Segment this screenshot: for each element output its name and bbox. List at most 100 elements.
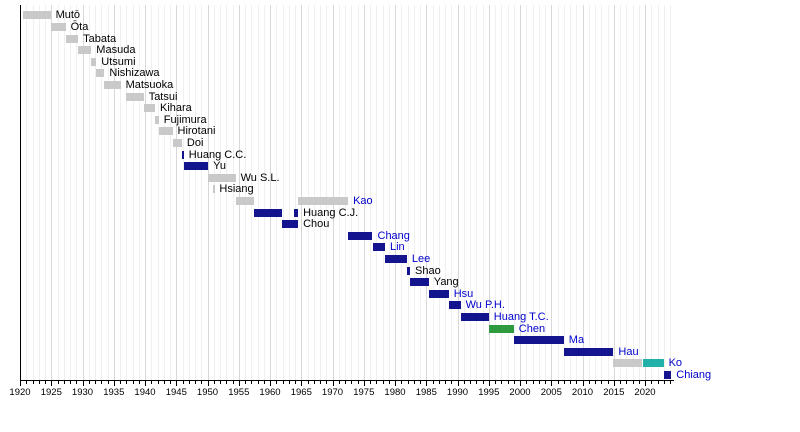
row-label: Wu S.L. [240,171,280,184]
gridline-major [238,5,240,380]
term-bar [155,115,159,124]
gridline-minor [563,5,565,380]
axis-tick-major [51,381,53,386]
axis-tick-major [301,381,303,386]
term-bar [172,138,182,147]
gridline-minor [32,5,34,380]
axis-tick-minor [376,381,378,384]
axis-tick-major [520,381,521,386]
row-label: Utsumi [101,55,136,68]
gridline-major [520,5,521,380]
gridline-minor [463,5,465,380]
gridline-minor [670,5,671,380]
gridline-minor [588,5,590,380]
gridline-minor [651,5,653,380]
gridline-major [395,5,396,380]
axis-tick-minor [132,381,134,384]
gridline-major [363,5,365,380]
row-label: Ko [668,357,683,370]
axis-tick-label: 1990 [446,387,469,398]
gridline-minor [413,5,415,380]
term-bar [91,57,97,66]
axis-tick-minor [357,381,359,384]
axis-tick-minor [538,381,540,384]
gridline-major [176,5,178,380]
gridline-major [426,5,428,380]
gridline-minor [526,5,528,380]
gridline-minor [357,5,359,380]
gridline-minor [445,5,446,380]
term-bar [385,254,407,263]
term-bar [143,104,155,113]
gridline-minor [138,5,140,380]
gridline-minor [38,5,40,380]
gridline-minor [307,5,309,380]
gridline-minor [495,5,496,380]
term-bar [78,46,92,55]
gridline-minor [401,5,403,380]
gridline-major [645,5,646,380]
axis-tick-minor [257,381,259,384]
axis-tick-minor [576,381,578,384]
gridline-major [332,5,334,380]
gridline-minor [388,5,390,380]
row-label: Huang T.C. [493,310,549,323]
axis-tick-minor [101,381,103,384]
axis-tick-label: 1970 [321,387,344,398]
axis-tick-minor [388,381,390,384]
axis-tick-minor [263,381,265,384]
axis-tick-major [645,381,646,386]
gridline-minor [482,5,484,380]
gridline-minor [157,5,159,380]
axis-tick-minor [432,381,434,384]
gridline-minor [120,5,121,380]
axis-tick-minor [63,381,65,384]
row-label: Doi [186,136,204,149]
term-bar [294,208,299,217]
term-bar [513,336,564,345]
gridline-minor [576,5,578,380]
row-label: Chou [303,218,330,231]
gridline-minor [632,5,634,380]
axis-tick-minor [182,381,184,384]
gridline-minor [620,5,621,380]
gridline-minor [288,5,290,380]
axis-tick-minor [276,381,278,384]
row-label: Hsu [453,287,474,300]
axis-tick-label: 2010 [571,387,594,398]
axis-tick-label: 1945 [165,387,187,398]
axis-tick-minor [438,381,440,384]
axis-tick-major [82,381,84,386]
row-label: Ma [568,334,585,347]
term-bar [428,289,449,298]
gridline-major [51,5,53,380]
gridline-minor [251,5,253,380]
row-label: Kao [353,194,373,207]
axis-tick-minor [251,381,253,384]
row-label: Mutō [55,9,81,22]
row-label: Yu [213,160,226,173]
axis-tick-minor [476,381,478,384]
gridline-major [613,5,615,380]
term-bar [50,22,66,31]
term-bar [663,370,672,379]
axis-tick-minor [670,381,671,384]
row-label: Tabata [83,32,117,45]
axis-tick-minor [413,381,415,384]
axis-tick-label: 2015 [603,387,625,398]
axis-tick-major [176,381,178,386]
term-bar [448,301,461,310]
axis-tick-minor [307,381,309,384]
term-bar [348,231,373,240]
axis-tick-minor [157,381,159,384]
row-label: Lin [390,241,405,254]
axis-tick-minor [401,381,403,384]
gridline-minor [95,5,96,380]
gridline-minor [345,5,346,380]
gridline-minor [476,5,478,380]
axis-tick-minor [563,381,565,384]
gridline-minor [338,5,340,380]
axis-tick-minor [470,381,471,384]
axis-tick-minor [220,381,221,384]
row-label: Chiang [676,368,712,381]
